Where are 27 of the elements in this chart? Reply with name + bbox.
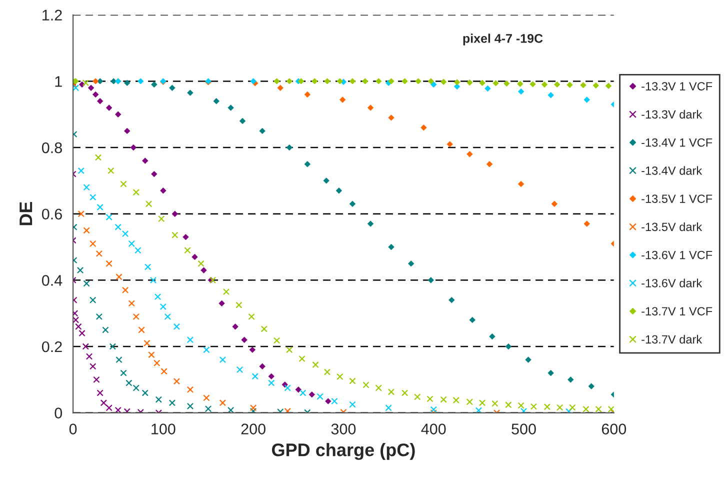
x-tick-label: 200 (241, 424, 266, 434)
x-tick-label: 0 (69, 424, 77, 434)
y-tick-label: 0 (54, 408, 62, 418)
x-tick-label: 300 (331, 424, 356, 434)
legend-label: -13.3V 1 VCF (642, 82, 712, 90)
x-tick-label: 600 (602, 424, 626, 434)
legend-label: -13.7V dark (642, 334, 702, 344)
legend-label: -13.7V 1 VCF (642, 307, 712, 316)
y-tick-label: 0.4 (42, 275, 62, 286)
y-tick-label: 0.2 (42, 341, 62, 352)
y-tick-label: 1.2 (42, 10, 62, 20)
x-tick-label: 500 (512, 424, 536, 434)
legend-label: -13.5V dark (642, 222, 702, 232)
legend-label: -13.6V 1 VCF (642, 250, 712, 260)
y-tick-label: 0.6 (42, 208, 62, 220)
x-axis-title: GPD charge (pC) (272, 443, 415, 460)
legend-label: -13.4V dark (642, 166, 702, 175)
legend-label: -13.4V 1 VCF (642, 138, 712, 147)
legend-label: -13.5V 1 VCF (642, 194, 712, 203)
legend-label: -13.6V dark (642, 278, 702, 288)
y-tick-label: 1 (55, 76, 62, 87)
annotation: pixel 4-7 -19C (463, 34, 543, 46)
x-tick-label: 400 (421, 424, 446, 434)
x-tick-label: 100 (152, 424, 176, 434)
legend-label: -13.3V dark (642, 110, 702, 119)
y-tick-label: 0.8 (42, 142, 62, 154)
y-axis-title: DE (20, 202, 32, 226)
